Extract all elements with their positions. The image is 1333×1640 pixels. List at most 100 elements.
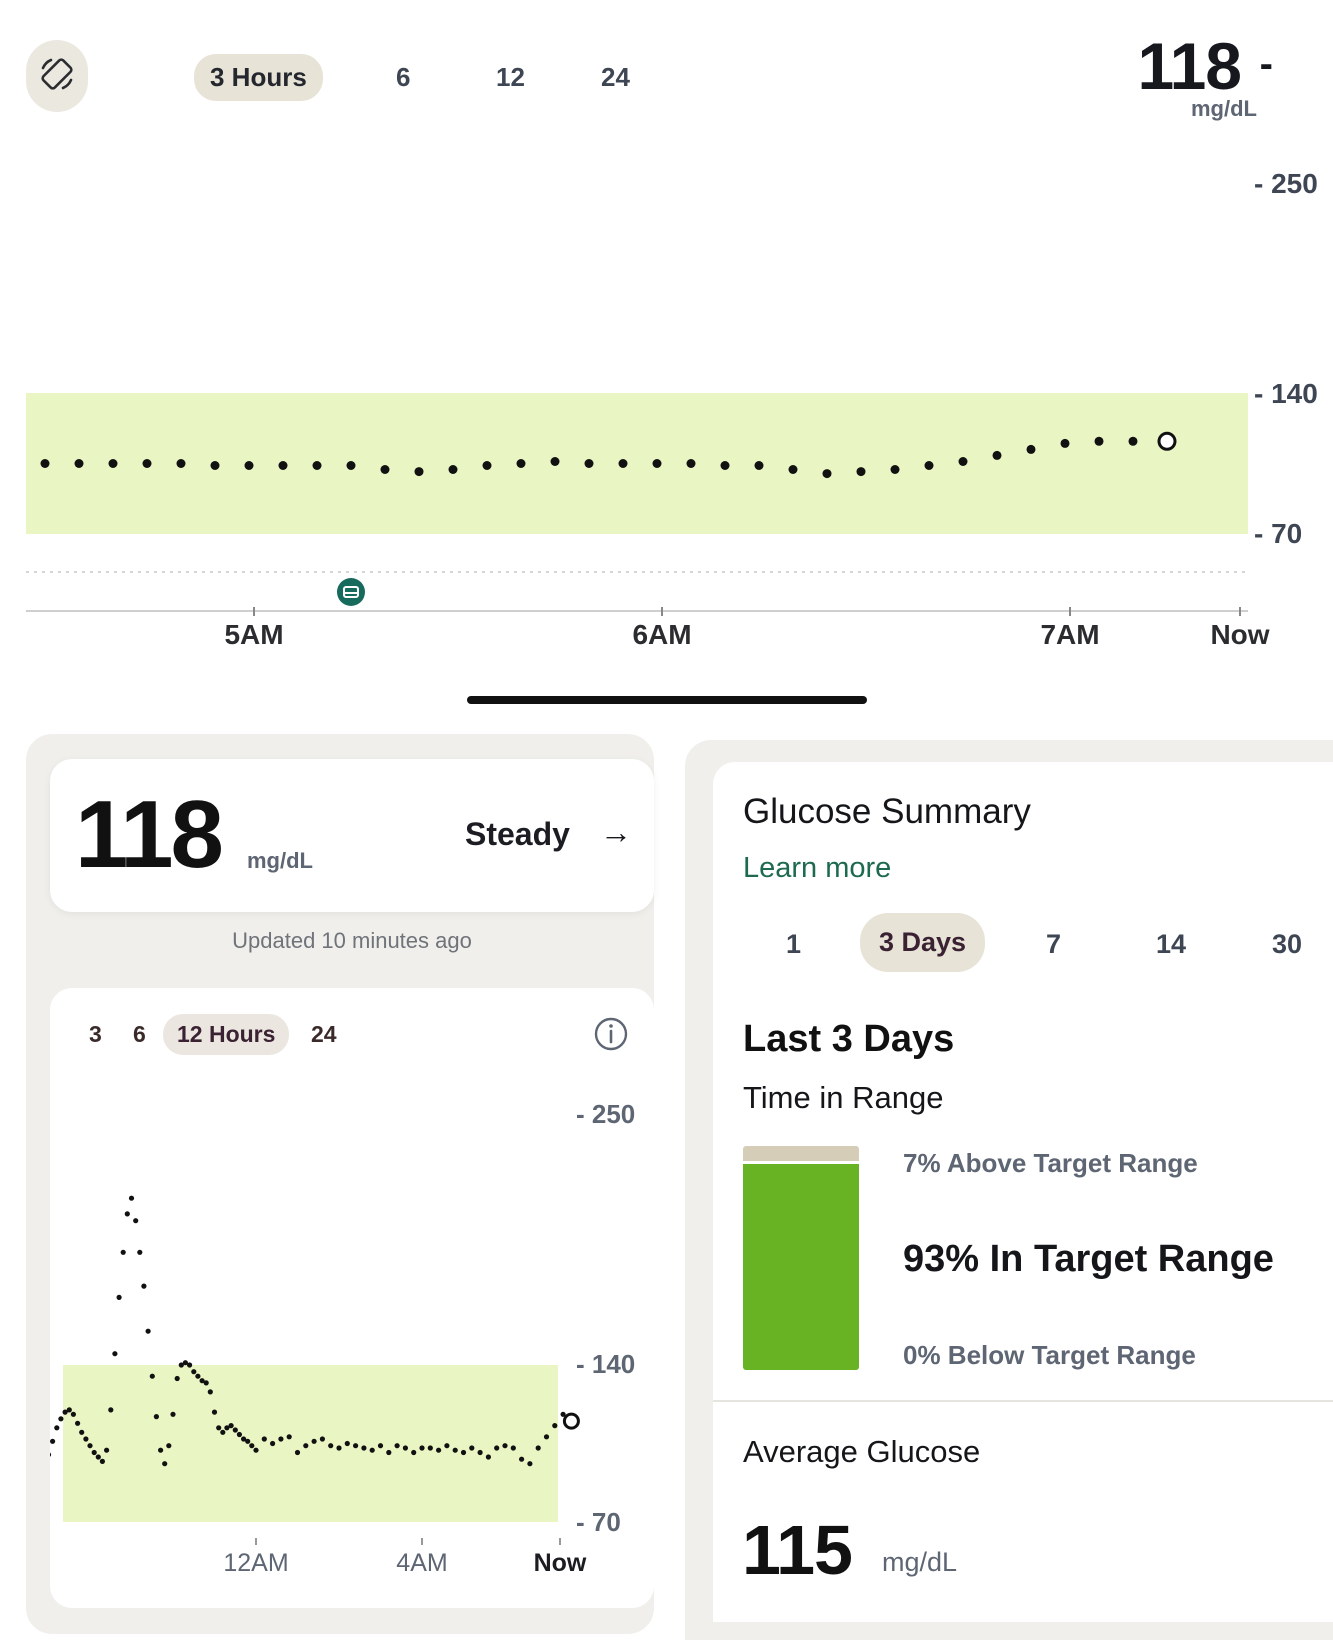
y-tick-140: - 140 bbox=[1254, 378, 1318, 409]
mini-data-point bbox=[158, 1447, 164, 1453]
mini-range-tab-3[interactable]: 3 bbox=[89, 1021, 102, 1047]
x-tick-5am: 5AM bbox=[224, 619, 283, 650]
days-tab-14[interactable]: 14 bbox=[1156, 929, 1187, 959]
top-data-point bbox=[686, 459, 696, 468]
mini-data-point bbox=[187, 1362, 193, 1368]
target-range-band bbox=[26, 393, 1248, 534]
top-data-point bbox=[924, 461, 934, 470]
learn-more-link[interactable]: Learn more bbox=[743, 852, 892, 884]
mini-range-tab-12-hours[interactable]: 12 Hours bbox=[163, 1014, 290, 1055]
mini-data-point bbox=[232, 1427, 238, 1433]
top-data-point bbox=[1026, 444, 1036, 454]
mini-data-point bbox=[228, 1423, 234, 1429]
mini-current-point bbox=[562, 1412, 580, 1430]
mini-y-tick-250: - 250 bbox=[576, 1099, 635, 1129]
top-data-point bbox=[516, 459, 526, 468]
mini-data-point bbox=[207, 1389, 213, 1395]
top-data-point bbox=[754, 461, 764, 470]
mini-data-point bbox=[336, 1445, 342, 1451]
days-tab-7[interactable]: 7 bbox=[1046, 929, 1062, 959]
mini-data-point bbox=[241, 1436, 247, 1442]
range-tab-3-hours[interactable]: 3 Hours bbox=[194, 54, 323, 101]
mini-data-point bbox=[191, 1369, 197, 1375]
bed-icon bbox=[343, 586, 359, 598]
mini-data-point bbox=[149, 1373, 155, 1379]
mini-data-point bbox=[174, 1375, 180, 1382]
in-range-text: 93% In Target Range bbox=[903, 1238, 1274, 1280]
top-data-point bbox=[244, 461, 254, 470]
above-range-bar-segment bbox=[743, 1146, 859, 1161]
average-glucose-unit: mg/dL bbox=[882, 1547, 958, 1577]
mini-data-point bbox=[124, 1211, 130, 1217]
mini-data-point bbox=[236, 1431, 242, 1438]
mini-data-point bbox=[344, 1440, 350, 1447]
range-tab-24[interactable]: 24 bbox=[601, 62, 630, 92]
mini-data-point bbox=[178, 1362, 184, 1368]
rotate-screen-button[interactable] bbox=[26, 40, 88, 112]
x-tick-7am: 7AM bbox=[1040, 619, 1099, 650]
mini-data-point bbox=[303, 1443, 309, 1449]
mini-data-point bbox=[128, 1195, 135, 1201]
top-data-point bbox=[822, 469, 832, 479]
mini-data-point bbox=[66, 1407, 72, 1413]
mini-range-tab-6[interactable]: 6 bbox=[133, 1021, 146, 1047]
mini-data-point bbox=[166, 1443, 172, 1449]
mini-data-point bbox=[104, 1447, 110, 1453]
drag-handle[interactable] bbox=[467, 696, 867, 704]
top-data-point bbox=[550, 457, 560, 466]
mini-data-point bbox=[444, 1443, 450, 1449]
top-data-point bbox=[1094, 436, 1104, 446]
top-data-point bbox=[720, 461, 730, 470]
mini-data-point bbox=[99, 1458, 105, 1464]
trend-label: Steady bbox=[465, 816, 570, 852]
below-range-text: 0% Below Target Range bbox=[903, 1340, 1196, 1370]
mini-data-point bbox=[419, 1445, 425, 1451]
summary-title: Glucose Summary bbox=[743, 792, 1031, 831]
mini-data-point bbox=[286, 1434, 292, 1440]
mini-data-point bbox=[211, 1409, 218, 1415]
info-icon[interactable] bbox=[593, 1016, 629, 1057]
mini-data-point bbox=[427, 1445, 433, 1451]
mini-data-point bbox=[253, 1447, 259, 1453]
mini-data-point bbox=[87, 1443, 93, 1449]
mini-range-tab-24[interactable]: 24 bbox=[311, 1021, 337, 1047]
mini-data-point bbox=[270, 1440, 276, 1447]
x-tick-now: Now bbox=[1210, 619, 1269, 650]
mini-data-point bbox=[170, 1411, 176, 1417]
range-tab-6[interactable]: 6 bbox=[396, 62, 411, 92]
top-data-point bbox=[74, 459, 84, 468]
top-data-point bbox=[856, 467, 866, 477]
mini-data-point bbox=[361, 1445, 367, 1451]
mini-data-point bbox=[535, 1445, 541, 1451]
section-divider bbox=[713, 1400, 1333, 1402]
value-tick-mark: - bbox=[1259, 42, 1273, 86]
updated-timestamp: Updated 10 minutes ago bbox=[232, 928, 472, 953]
mini-data-point bbox=[50, 1438, 56, 1444]
mini-data-point bbox=[220, 1429, 226, 1435]
top-data-point bbox=[1060, 438, 1070, 448]
top-data-point bbox=[40, 459, 50, 468]
reading-card[interactable] bbox=[50, 759, 654, 912]
average-glucose-value: 115 bbox=[742, 1511, 853, 1589]
mini-data-point bbox=[145, 1328, 151, 1334]
range-tab-12[interactable]: 12 bbox=[496, 62, 525, 92]
mini-data-point bbox=[58, 1416, 64, 1422]
mini-data-point bbox=[70, 1411, 76, 1417]
in-range-bar-segment bbox=[743, 1164, 859, 1370]
arrow-right-icon: → bbox=[600, 814, 632, 850]
mini-data-point bbox=[249, 1443, 255, 1449]
top-data-point bbox=[890, 465, 900, 474]
sleep-event-marker[interactable] bbox=[337, 578, 365, 606]
mini-data-point bbox=[91, 1449, 97, 1456]
average-glucose-label: Average Glucose bbox=[743, 1434, 981, 1469]
mini-data-point bbox=[402, 1445, 408, 1451]
top-data-point bbox=[482, 461, 492, 470]
days-tab-3-days[interactable]: 3 Days bbox=[860, 913, 986, 972]
time-in-range-label: Time in Range bbox=[743, 1080, 944, 1115]
mini-data-point bbox=[116, 1294, 122, 1300]
mini-data-point bbox=[460, 1449, 467, 1456]
mini-data-point bbox=[54, 1425, 60, 1431]
days-tab-30[interactable]: 30 bbox=[1272, 929, 1303, 959]
current-glucose-unit: mg/dL bbox=[1191, 96, 1257, 121]
days-tab-1[interactable]: 1 bbox=[786, 929, 802, 959]
